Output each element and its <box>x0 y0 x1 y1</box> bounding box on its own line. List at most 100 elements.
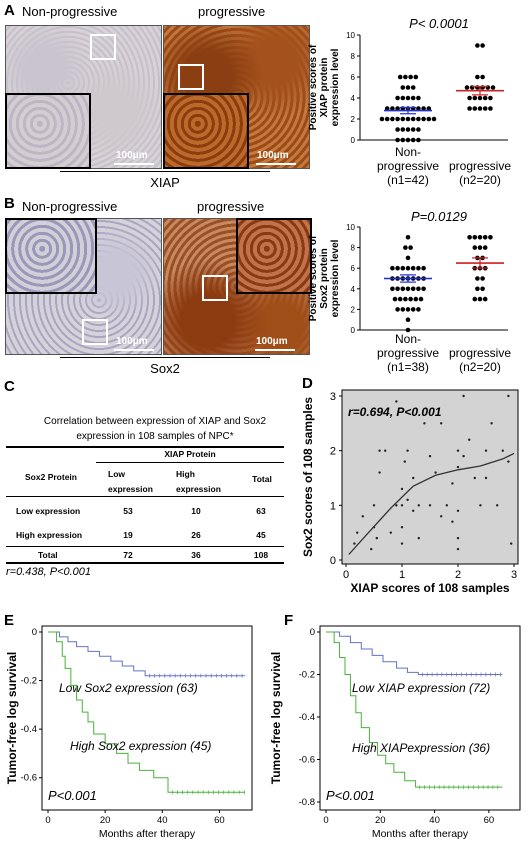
panel-f-y-tick-label: -0.4 <box>299 712 315 723</box>
panel-a-data-point <box>416 106 421 111</box>
panel-a-data-point <box>405 116 411 122</box>
panel-b-marker-line <box>60 357 270 358</box>
panel-a-data-point <box>482 95 488 101</box>
panel-f-y-tick-label: -0.2 <box>299 670 315 681</box>
panel-d-data-point <box>501 449 504 452</box>
panel-a-data-point <box>416 116 421 122</box>
panel-b-data-point <box>403 296 408 302</box>
panel-e-series-label: High Sox2 expression (45) <box>70 739 211 753</box>
panel-b-left-scale-bar <box>114 349 154 351</box>
panel-c-title-line-2: expression in 108 samples of NPC* <box>76 431 234 442</box>
panel-d-data-point <box>484 449 488 452</box>
panel-a-data-point <box>413 74 419 80</box>
panel-a-data-point <box>410 85 416 90</box>
panel-c-cell: 26 <box>191 530 201 540</box>
panel-b-left-scale-label: 100μm <box>116 336 148 347</box>
panel-d-data-point <box>412 509 415 512</box>
panel-c-cell: 108 <box>253 550 269 560</box>
panel-e-chart: 0 20 40 60 0 -0.2 -0.4 -0.6 Low Sox2 expression … <box>5 625 253 840</box>
panel-a-data-point <box>426 106 432 111</box>
panel-a-data-point <box>395 95 400 101</box>
panel-d-data-point <box>406 498 409 502</box>
panel-b-data-point <box>472 235 478 240</box>
panel-d-data-point <box>507 394 510 398</box>
panel-b-data-point <box>405 307 411 312</box>
panel-d-x-axis-title: XIAP scores of 108 samples <box>350 581 510 595</box>
panel-d-fit-curve <box>348 452 515 555</box>
panel-a-data-point <box>410 137 416 143</box>
panel-f-series-label: Low XIAP expression (72) <box>352 681 490 695</box>
panel-a-left-roi <box>90 34 116 60</box>
panel-d-data-point <box>403 460 406 463</box>
panel-a-y-tick-label: 10 <box>346 31 355 40</box>
panel-b-data-point <box>472 296 478 302</box>
panel-d-data-point <box>400 487 404 491</box>
panel-a-data-point <box>480 43 485 48</box>
panel-a-y-axis-title: expression level <box>330 48 341 126</box>
panel-a-data-point <box>482 106 488 111</box>
panel-a-data-point <box>395 106 400 111</box>
panel-d-data-point <box>400 542 404 545</box>
panel-d-data-point <box>462 454 465 458</box>
panel-f-survival-curve <box>326 631 503 675</box>
panel-c-row-2-label: High expression <box>16 530 83 540</box>
panel-f-x-tick-label: 40 <box>429 815 440 826</box>
panel-a-data-point <box>475 43 480 48</box>
panel-d-y-tick-label: 1 <box>330 500 336 512</box>
panel-d-data-point <box>412 476 415 480</box>
panel-a-data-point <box>395 127 400 132</box>
panel-b-y-tick-label: 4 <box>351 285 356 294</box>
panel-b-p-value: P=0.0129 <box>411 209 467 224</box>
panel-a-right-inset <box>163 93 249 169</box>
panel-a-data-point <box>431 116 437 122</box>
panel-c-col-total: Total <box>252 474 272 484</box>
panel-b-data-point <box>482 245 488 250</box>
panel-b-y-tick-label: 2 <box>351 305 356 314</box>
panel-f-letter: F <box>284 612 294 629</box>
panel-d-data-point <box>484 476 488 480</box>
panel-a-data-point <box>410 116 416 122</box>
panel-a-letter: A <box>4 2 15 19</box>
panel-a-data-point <box>405 127 411 132</box>
panel-b-y-tick-label: 8 <box>351 244 356 253</box>
panel-d-y-tick-label: 0 <box>330 555 336 567</box>
panel-e-letter: E <box>4 612 15 629</box>
panel-c-cell: 63 <box>256 506 266 516</box>
panel-d-data-point <box>445 504 448 507</box>
panel-a-marker-label: XIAP <box>150 175 180 190</box>
panel-b-data-point <box>410 286 416 292</box>
panel-b-right-scale-label: 100μm <box>256 336 288 347</box>
panel-b-data-point <box>408 296 413 302</box>
panel-d-y-tick-label: 2 <box>330 446 336 458</box>
panel-a-left-photo-label: Non-progressive <box>22 4 118 19</box>
panel-d-data-point <box>440 422 443 425</box>
panel-b-data-point <box>410 265 416 271</box>
panel-d-data-point <box>361 515 364 518</box>
panel-a-left-scale-bar <box>114 163 154 165</box>
panel-a-right-scale-label: 100μm <box>257 150 289 161</box>
panel-d-data-point <box>389 531 392 534</box>
panel-d-data-point <box>372 504 376 507</box>
panel-f-y-tick-label: -0.6 <box>299 755 315 766</box>
panel-b-data-point <box>403 245 408 250</box>
panel-a-y-tick-label: 0 <box>351 136 356 145</box>
panel-d-data-point <box>456 547 460 551</box>
panel-a-data-point <box>480 74 485 80</box>
panel-a-data-point <box>472 95 478 101</box>
panel-d-data-point <box>456 449 460 452</box>
panel-d-annotation: r=0.694, P<0.001 <box>348 405 442 419</box>
panel-a-data-point <box>488 95 493 101</box>
panel-a-marker-line <box>60 171 270 172</box>
panel-c-col-low: Low expression <box>108 469 153 494</box>
panel-a-data-point <box>467 106 472 111</box>
panel-b-data-point <box>418 296 424 302</box>
panel-e-plot-area <box>41 625 253 811</box>
panel-b-data-point <box>408 245 413 250</box>
panel-d-data-point <box>451 520 454 523</box>
panel-b-data-point <box>480 276 485 281</box>
panel-a-data-point <box>395 116 400 122</box>
panel-c-col-group: XIAP Protein <box>164 449 216 459</box>
panel-b-right-roi <box>202 275 228 301</box>
panel-f-x-tick-label: 0 <box>323 815 328 826</box>
panel-b-data-point <box>416 307 421 312</box>
